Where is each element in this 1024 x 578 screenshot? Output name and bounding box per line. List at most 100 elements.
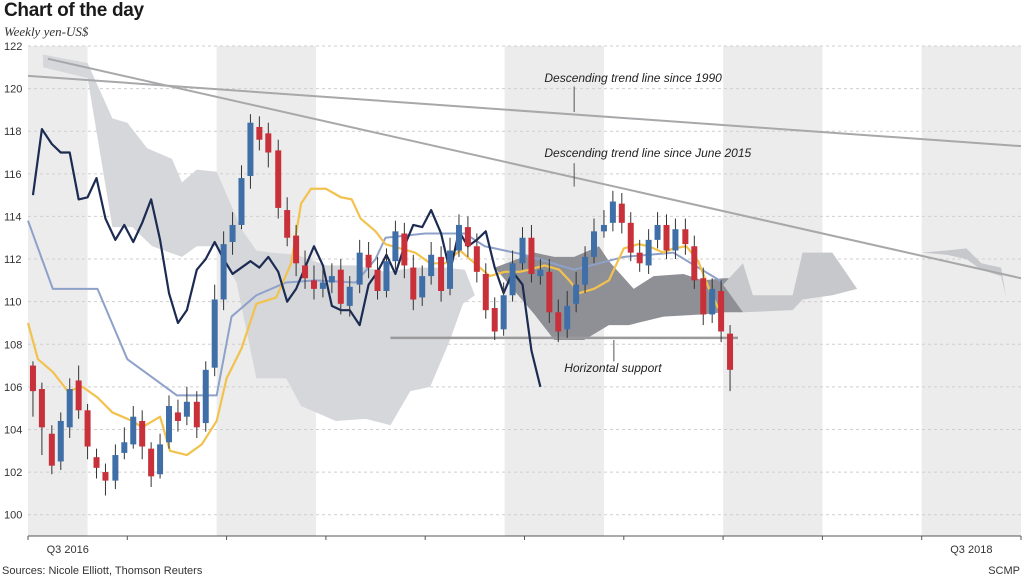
candle-body <box>148 448 155 477</box>
candle-body <box>464 227 471 247</box>
chart-title: Chart of the day <box>4 0 144 21</box>
candle <box>247 114 254 189</box>
candle-body <box>645 239 652 266</box>
candle <box>57 412 64 470</box>
candle <box>509 250 516 302</box>
y-tick-label: 104 <box>4 424 22 436</box>
candle <box>183 386 190 426</box>
candle-body <box>157 444 164 475</box>
candle <box>157 433 164 479</box>
candle <box>66 378 73 438</box>
candle-body <box>591 231 598 257</box>
candle-body <box>275 150 282 208</box>
candle-body <box>256 126 263 140</box>
y-tick-label: 122 <box>4 41 22 53</box>
candle-body <box>500 295 507 330</box>
candle <box>636 239 643 272</box>
candle-body <box>356 252 363 285</box>
candle-body <box>193 401 200 428</box>
candle-body <box>700 278 707 315</box>
candle-body <box>654 224 661 240</box>
candle-body <box>564 305 571 330</box>
candle <box>627 212 634 262</box>
candle-body <box>57 420 64 462</box>
candles <box>29 114 734 496</box>
candle <box>139 410 146 460</box>
candle-body <box>112 455 119 481</box>
candle-body <box>183 401 190 417</box>
y-tick-label: 116 <box>4 169 22 181</box>
candle-body <box>130 416 137 445</box>
candle-body <box>328 276 335 283</box>
candle <box>328 263 335 294</box>
y-tick-label: 100 <box>4 510 22 522</box>
candle-body <box>247 122 254 176</box>
candle <box>392 220 399 270</box>
candle <box>174 399 181 432</box>
candle-body <box>519 237 526 264</box>
credit-footnote: SCMP <box>988 565 1020 577</box>
candle-body <box>691 246 698 281</box>
candle-body <box>600 224 607 232</box>
candle-body <box>546 271 553 313</box>
candle <box>130 406 137 449</box>
candle-body <box>139 420 146 447</box>
candle-body <box>93 457 100 468</box>
candle <box>356 239 363 294</box>
candle-body <box>419 276 426 298</box>
candle-body <box>383 261 390 291</box>
candle-body <box>302 265 309 279</box>
candle <box>148 442 155 487</box>
annotations: Descending trend line since 1990 Descendi… <box>544 71 751 375</box>
candle <box>464 216 471 257</box>
candle <box>709 278 716 323</box>
candle <box>455 214 462 257</box>
candle <box>700 267 707 326</box>
candle <box>672 218 679 260</box>
candle-body <box>636 252 643 264</box>
candle-body <box>491 308 498 332</box>
candle <box>654 212 661 249</box>
candle-body <box>682 229 689 245</box>
candle-body <box>609 201 616 223</box>
candle-body <box>75 380 82 411</box>
candle-body <box>293 235 300 264</box>
candle <box>211 284 218 377</box>
y-tick-label: 112 <box>4 254 22 266</box>
candle <box>428 242 435 285</box>
y-tick-label: 114 <box>4 211 22 223</box>
candle-body <box>482 273 489 311</box>
candle <box>256 116 263 151</box>
candle-body <box>537 269 544 277</box>
chart-subtitle: Weekly yen-US$ <box>4 24 89 39</box>
senkou-span-a-line <box>26 187 720 457</box>
candle-body <box>310 280 317 289</box>
candle-body <box>238 178 245 225</box>
candle <box>102 463 109 496</box>
candle <box>573 271 580 313</box>
y-tick-label: 118 <box>4 126 22 138</box>
candle-body <box>727 333 734 370</box>
candle-body <box>473 246 480 272</box>
candle <box>447 237 454 296</box>
candle-body <box>211 299 218 368</box>
candle <box>528 224 535 283</box>
candle <box>582 246 589 294</box>
candle <box>618 193 625 234</box>
x-tick-label: Q3 2016 <box>47 544 89 556</box>
candle <box>229 212 236 255</box>
cloud-light <box>42 54 475 426</box>
candle <box>93 448 100 479</box>
candle <box>84 403 91 460</box>
candle-body <box>365 254 372 268</box>
candle-body <box>202 369 209 424</box>
candle-body <box>582 256 589 285</box>
candle-body <box>265 133 272 153</box>
candle <box>727 325 734 392</box>
candle-body <box>401 233 408 266</box>
candle-body <box>447 250 454 289</box>
candle-body <box>410 267 417 300</box>
y-tick-label: 106 <box>4 382 22 394</box>
candle <box>600 210 607 238</box>
candle-body <box>555 312 562 332</box>
